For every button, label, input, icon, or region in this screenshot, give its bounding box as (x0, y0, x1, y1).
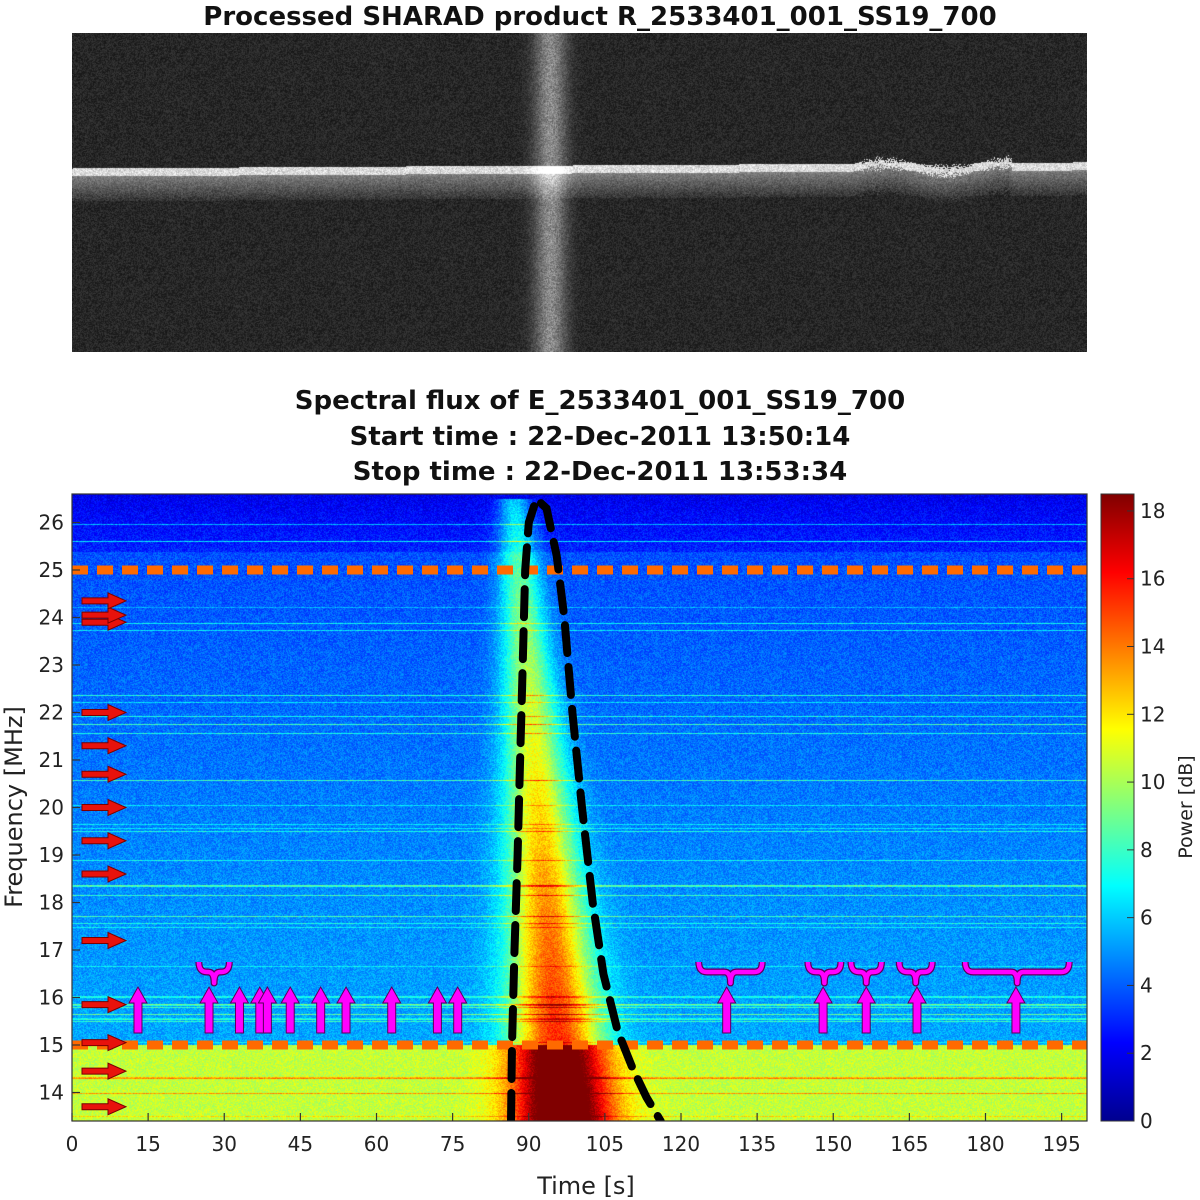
x-tick-label-7: 105 (586, 1132, 624, 1156)
spectrogram-title-line1: Spectral flux of E_2533401_001_SS19_700 (294, 386, 906, 416)
colorbar-tick-label-8: 16 (1140, 567, 1165, 591)
x-axis-label: Time [s] (536, 1172, 635, 1200)
colorbar-tick-label-7: 14 (1140, 635, 1165, 659)
interference-arrow-7 (81, 798, 128, 817)
x-tick-label-8: 120 (662, 1132, 700, 1156)
y-tick-label-5: 19 (39, 843, 64, 867)
event-arrow-7 (336, 985, 356, 1034)
x-tick-label-6: 90 (516, 1132, 541, 1156)
interference-arrow-4 (81, 931, 128, 950)
interference-arrow-9 (81, 736, 128, 755)
y-tick-label-12: 26 (39, 511, 64, 535)
ionosphere-curve (507, 494, 665, 1121)
x-tick-label-4: 60 (364, 1132, 389, 1156)
event-arrow-0 (128, 985, 148, 1034)
y-tick-label-10: 24 (39, 606, 64, 630)
event-arrow-2 (229, 985, 250, 1034)
colorbar (1100, 493, 1135, 1122)
y-tick-label-11: 25 (39, 558, 64, 582)
x-tick-label-1: 15 (135, 1132, 160, 1156)
colorbar-tick-label-2: 4 (1140, 973, 1153, 997)
event-arrow-12 (813, 985, 833, 1034)
event-arrow-6 (310, 985, 331, 1034)
x-tick-label-11: 165 (890, 1132, 928, 1156)
brace-1 (696, 961, 765, 986)
radargram-image (72, 33, 1087, 352)
event-arrow-9 (427, 985, 448, 1034)
colorbar-tick-label-0: 0 (1140, 1109, 1153, 1133)
x-tick-label-3: 45 (288, 1132, 313, 1156)
brace-4 (896, 961, 935, 986)
event-arrow-1 (199, 985, 219, 1034)
brace-5 (962, 961, 1072, 986)
y-tick-label-1: 15 (39, 1033, 64, 1057)
interference-arrow-1 (81, 1097, 128, 1116)
brace-0 (196, 961, 232, 986)
event-arrow-4 (257, 985, 278, 1034)
colorbar-tick-label-6: 12 (1140, 702, 1165, 726)
colorbar-tick-label-9: 18 (1140, 499, 1165, 523)
x-tick-label-0: 0 (66, 1132, 79, 1156)
event-arrow-14 (907, 985, 927, 1034)
event-arrow-13 (856, 985, 877, 1034)
event-arrow-10 (447, 985, 468, 1034)
colorbar-tick-label-5: 10 (1140, 770, 1165, 794)
y-axis-label: Frequency [MHz] (0, 706, 28, 908)
event-arrow-11 (716, 985, 737, 1034)
interference-arrow-0 (81, 995, 128, 1014)
x-tick-label-2: 30 (212, 1132, 237, 1156)
interference-arrow-3 (81, 1033, 128, 1052)
colorbar-tick-label-1: 2 (1140, 1041, 1153, 1065)
colorbar-tick-label-4: 8 (1140, 838, 1153, 862)
x-tick-label-9: 135 (738, 1132, 776, 1156)
radargram-canvas (72, 33, 1087, 352)
y-tick-label-6: 20 (39, 796, 64, 820)
spectrogram-title-line2: Start time : 22-Dec-2011 13:50:14 (349, 422, 851, 452)
y-tick-label-7: 21 (39, 748, 64, 772)
x-tick-label-10: 150 (814, 1132, 852, 1156)
colorbar-label: Power [dB] (1175, 755, 1197, 858)
interference-arrow-5 (81, 865, 128, 883)
spectrogram-title-line3: Stop time : 22-Dec-2011 13:53:34 (352, 457, 848, 487)
brace-3 (848, 961, 884, 986)
interference-arrow-12 (81, 606, 128, 624)
x-tick-label-13: 195 (1043, 1132, 1081, 1156)
event-arrow-15 (1006, 985, 1026, 1034)
x-tick-label-12: 180 (966, 1132, 1004, 1156)
event-arrow-8 (381, 985, 402, 1034)
y-tick-label-9: 23 (39, 653, 64, 677)
y-tick-label-0: 14 (39, 1081, 64, 1105)
event-arrow-5 (280, 985, 301, 1034)
y-tick-label-3: 17 (39, 938, 64, 962)
radargram-title: Processed SHARAD product R_2533401_001_S… (203, 2, 997, 32)
interference-arrow-8 (81, 765, 128, 784)
y-tick-label-8: 22 (39, 701, 64, 725)
interference-arrow-10 (81, 703, 128, 722)
colorbar-tick-label-3: 6 (1140, 906, 1153, 930)
y-tick-label-2: 16 (39, 986, 64, 1010)
interference-arrow-2 (81, 1062, 128, 1080)
y-tick-label-4: 18 (39, 891, 64, 915)
interference-arrow-13 (81, 592, 128, 610)
interference-arrow-6 (81, 831, 128, 850)
brace-2 (805, 961, 844, 986)
x-tick-label-5: 75 (440, 1132, 465, 1156)
